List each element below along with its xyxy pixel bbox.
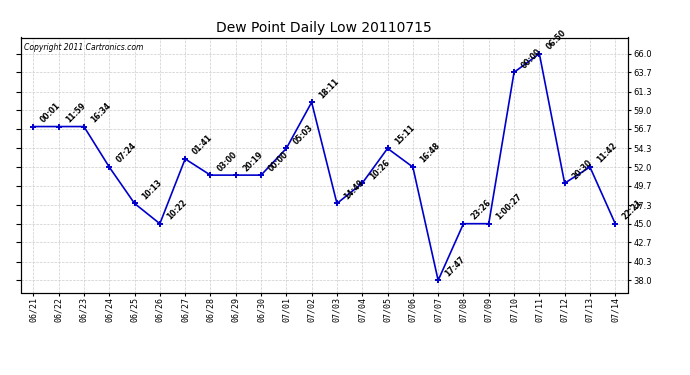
Text: 1:00:27: 1:00:27 [494,192,524,222]
Text: 14:49: 14:49 [342,178,366,201]
Text: 20:30: 20:30 [570,158,593,181]
Text: 16:34: 16:34 [90,101,113,124]
Text: 10:13: 10:13 [140,178,164,201]
Text: 10:22: 10:22 [166,198,189,222]
Text: 23:26: 23:26 [469,198,493,222]
Text: 17:47: 17:47 [444,255,467,278]
Text: 03:00: 03:00 [216,150,239,173]
Text: 11:42: 11:42 [595,141,619,165]
Text: 06:50: 06:50 [545,28,569,51]
Text: 07:24: 07:24 [115,141,138,165]
Text: 01:41: 01:41 [190,134,214,157]
Text: 18:11: 18:11 [317,76,341,100]
Text: 00:00: 00:00 [520,47,543,70]
Title: Dew Point Daily Low 20110715: Dew Point Daily Low 20110715 [217,21,432,35]
Text: 00:01: 00:01 [39,101,62,124]
Text: 15:11: 15:11 [393,123,417,146]
Text: 05:03: 05:03 [292,123,315,146]
Text: 16:48: 16:48 [418,141,442,165]
Text: Copyright 2011 Cartronics.com: Copyright 2011 Cartronics.com [23,43,143,52]
Text: 22:21: 22:21 [621,198,644,222]
Text: 11:59: 11:59 [64,101,88,124]
Text: 10:26: 10:26 [368,158,391,181]
Text: 00:00: 00:00 [266,150,290,173]
Text: 20:19: 20:19 [241,150,265,173]
